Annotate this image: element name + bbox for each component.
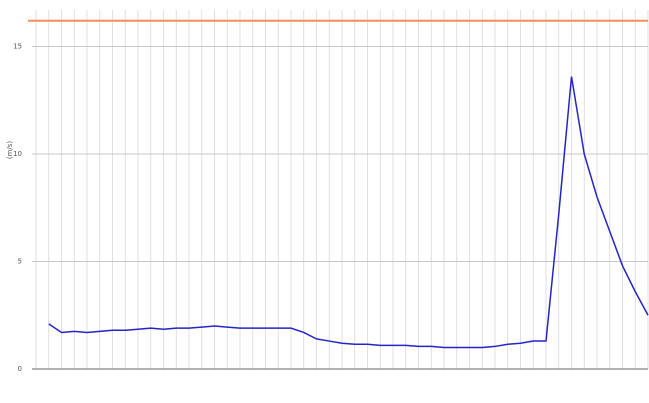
y-tick-label: 10 (13, 150, 22, 158)
y-axis-label: (m/s) (6, 141, 14, 160)
y-tick-label: 0 (18, 365, 22, 373)
data-line (48, 76, 649, 349)
y-tick-label: 5 (18, 258, 22, 266)
y-tick-label: 15 (13, 43, 22, 51)
